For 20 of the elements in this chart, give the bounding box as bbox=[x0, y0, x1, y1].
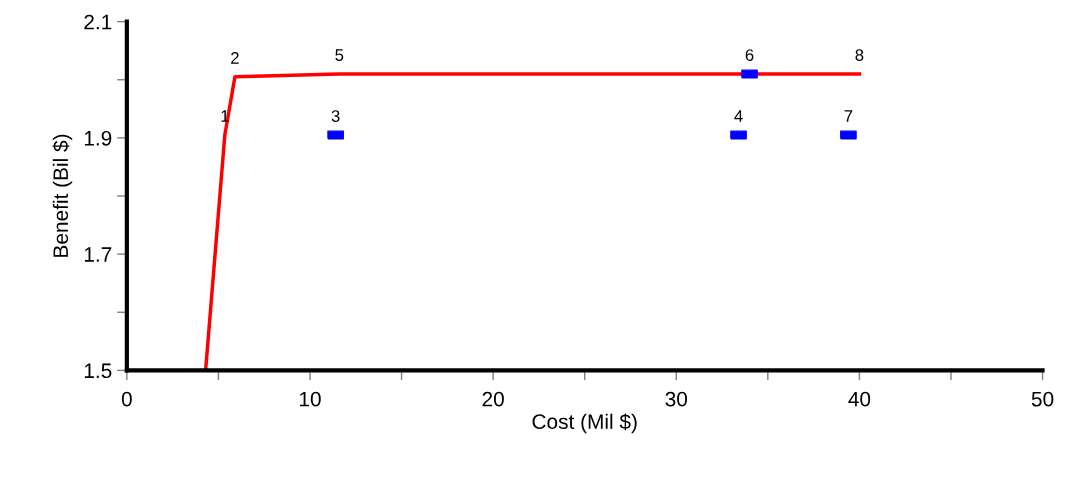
y-tick-label: 1.9 bbox=[84, 130, 112, 146]
annotation: 5 bbox=[335, 49, 344, 61]
annotation: 7 bbox=[844, 110, 853, 122]
y-axis-title: Benefit (Bil $) bbox=[52, 134, 73, 257]
annotation: 2 bbox=[231, 52, 239, 64]
annotation: 4 bbox=[734, 110, 743, 122]
x-tick-label: 50 bbox=[1031, 391, 1054, 407]
x-axis-title: Cost (Mil $) bbox=[532, 413, 637, 434]
y-tick-label: 2.1 bbox=[84, 14, 112, 30]
annotation: 6 bbox=[745, 49, 754, 61]
y-tick-label: 1.5 bbox=[84, 363, 112, 379]
x-tick-label: 10 bbox=[300, 391, 321, 407]
annotation: 3 bbox=[331, 110, 340, 122]
y-tick-label: 1.7 bbox=[84, 247, 112, 262]
x-tick-label: 0 bbox=[121, 391, 132, 407]
x-tick-label: 30 bbox=[665, 391, 688, 407]
line-series bbox=[203, 72, 862, 371]
x-tick-label: 40 bbox=[848, 391, 871, 407]
annotation: 8 bbox=[855, 49, 864, 61]
x-tick-label: 20 bbox=[482, 391, 504, 407]
